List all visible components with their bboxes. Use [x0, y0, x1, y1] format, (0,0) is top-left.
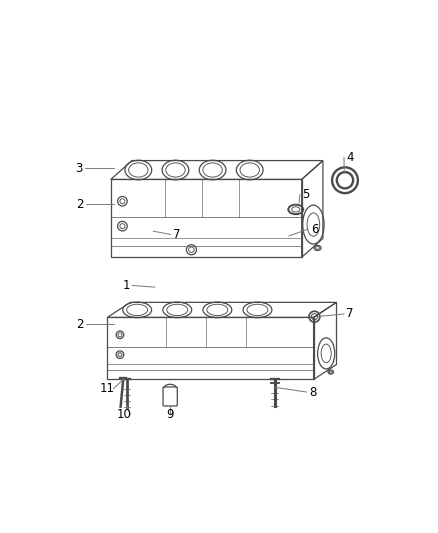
Text: 2: 2 — [77, 198, 84, 211]
Text: 7: 7 — [173, 228, 181, 241]
Text: 8: 8 — [309, 385, 316, 399]
Text: 5: 5 — [302, 188, 310, 201]
Text: 9: 9 — [166, 408, 174, 421]
Text: 11: 11 — [100, 382, 115, 395]
Text: 3: 3 — [75, 161, 82, 174]
Text: 7: 7 — [346, 308, 354, 320]
Text: 2: 2 — [77, 318, 84, 331]
Text: 10: 10 — [117, 408, 132, 421]
Text: 4: 4 — [346, 151, 354, 164]
Text: 6: 6 — [311, 223, 318, 236]
Text: 1: 1 — [122, 279, 130, 292]
